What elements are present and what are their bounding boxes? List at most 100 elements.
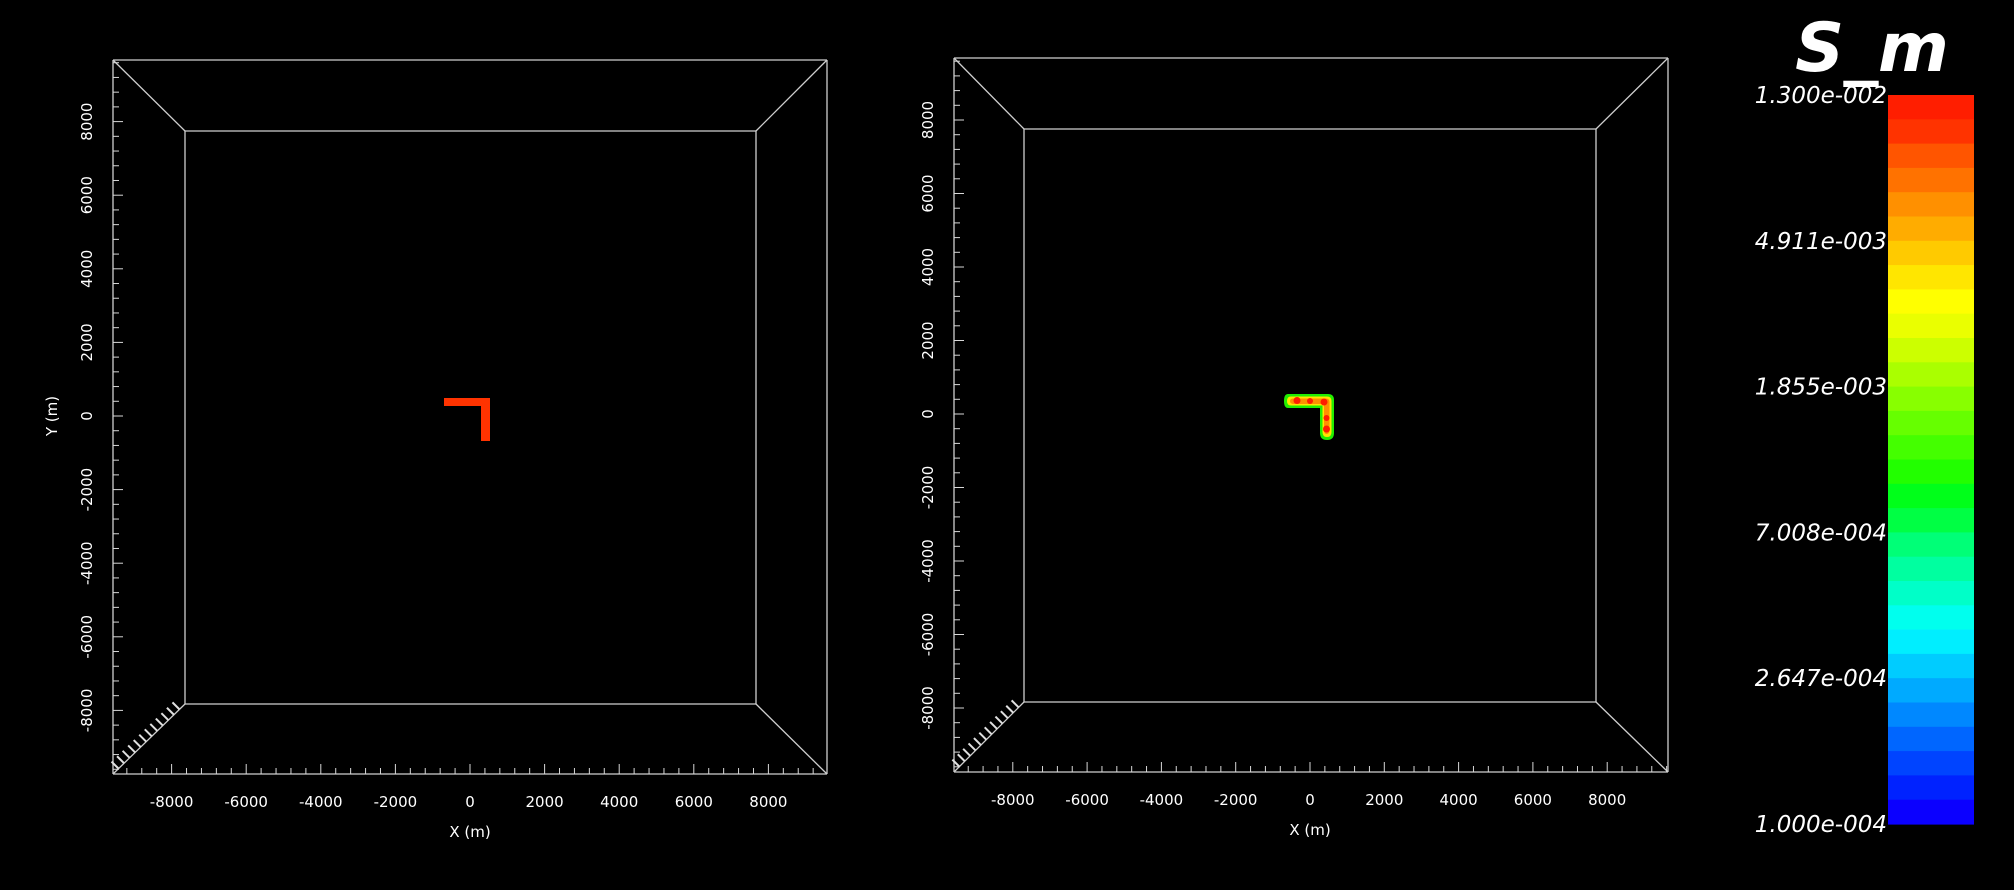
left-x-axis-title: X (m): [449, 823, 490, 841]
y-tick-label: -8000: [78, 689, 96, 733]
x-tick-label: 6000: [1514, 791, 1552, 809]
z-tick: [138, 733, 147, 743]
colorbar-label: 1.300e-002: [1755, 83, 1887, 109]
x-tick-label: 2000: [526, 793, 564, 811]
y-tick-label: -6000: [919, 613, 937, 657]
colorbar-label: 1.855e-003: [1755, 375, 1887, 401]
z-tick: [144, 728, 153, 738]
colorbar-band: [1888, 386, 1974, 412]
right-diffused-shape: [1284, 394, 1334, 440]
z-tick: [1005, 705, 1014, 714]
left-source-shape-vertical-arm: [481, 398, 490, 441]
box-edge: [1595, 701, 1669, 773]
y-tick-label: -2000: [919, 466, 937, 510]
z-tick: [160, 712, 170, 721]
left-y-tick-labels: 8000 6000 4000 2000 0 -2000 -4000 -6000 -8000: [78, 103, 96, 733]
right-x-axis-title: X (m): [1289, 821, 1330, 839]
z-tick: [994, 715, 1004, 725]
colorbar-band: [1888, 289, 1974, 315]
z-tick: [1010, 699, 1020, 709]
y-tick-label: 4000: [919, 248, 937, 286]
colorbar-band: [1888, 216, 1974, 242]
x-tick-label: 8000: [749, 793, 787, 811]
y-tick-label: 4000: [78, 250, 96, 288]
left-y-axis-title: Y (m): [43, 396, 61, 437]
x-tick-label: -6000: [224, 793, 268, 811]
left-bounding-box: [112, 59, 828, 775]
y-tick-label: 0: [919, 409, 937, 419]
colorbar-band: [1888, 143, 1974, 169]
z-tick: [983, 726, 993, 736]
colorbar-label: 1.000e-004: [1755, 812, 1887, 838]
y-tick-label: 0: [78, 411, 96, 421]
right-shape-hotspot: [1307, 398, 1313, 404]
colorbar-band: [1888, 629, 1974, 655]
z-tick: [127, 744, 136, 754]
z-tick: [1000, 710, 1009, 719]
colorbar-band: [1888, 508, 1974, 533]
colorbar-band: [1888, 556, 1974, 582]
colorbar-band: [1888, 581, 1974, 606]
right-shape-hotspot: [1323, 415, 1330, 421]
right-panel: -8000 -6000 -4000 -2000 0 2000 4000 6000 8000 80…: [919, 57, 1669, 839]
x-tick-label: -8000: [150, 793, 194, 811]
colorbar-band: [1888, 751, 1974, 776]
x-tick-label: -2000: [374, 793, 418, 811]
colorbar-band: [1888, 435, 1974, 461]
x-tick-label: -6000: [1065, 791, 1109, 809]
right-shape-hotspot: [1320, 398, 1328, 406]
x-tick-label: 0: [1305, 791, 1315, 809]
y-tick-label: 2000: [919, 321, 937, 359]
z-tick: [116, 755, 125, 764]
right-minor-ticks: [951, 60, 1668, 772]
y-tick-label: -2000: [78, 468, 96, 512]
colorbar-band: [1888, 653, 1974, 679]
colorbar-band: [1888, 678, 1974, 704]
colorbar-band: [1888, 726, 1974, 752]
z-tick: [957, 753, 966, 762]
z-tick: [978, 731, 988, 741]
z-tick: [989, 721, 998, 730]
colorbar-bands: [1888, 95, 1974, 825]
z-tick: [155, 717, 164, 727]
colorbar-band: [1888, 775, 1974, 801]
right-shape-hotspot: [1293, 397, 1301, 404]
colorbar-label: 7.008e-004: [1755, 520, 1887, 546]
colorbar-band: [1888, 192, 1974, 218]
colorbar-band: [1888, 240, 1974, 266]
left-panel: -8000 -6000 -4000 -2000 0 2000 4000 6000 8000 80…: [43, 59, 828, 841]
colorbar-title: S_m: [1795, 9, 1949, 88]
y-tick-label: 6000: [919, 174, 937, 212]
colorbar-band: [1888, 119, 1974, 145]
z-tick: [166, 707, 175, 716]
box-edge: [755, 703, 828, 775]
colorbar-band: [1888, 483, 1974, 509]
z-tick: [132, 739, 142, 748]
colorbar-band: [1888, 702, 1974, 728]
y-tick-label: 8000: [78, 103, 96, 141]
colorbar-band: [1888, 459, 1974, 485]
x-tick-label: 0: [465, 793, 475, 811]
colorbar-labels: 1.300e-002 4.911e-003 1.855e-003 7.008e-004…: [1755, 83, 1887, 838]
z-tick: [110, 760, 120, 770]
box-edge: [953, 57, 1025, 130]
y-tick-label: -4000: [78, 541, 96, 585]
right-bounding-box: [953, 57, 1669, 773]
y-tick-label: -4000: [919, 539, 937, 583]
x-tick-label: -8000: [991, 791, 1035, 809]
left-source-shape: [444, 398, 490, 441]
x-tick-label: 2000: [1365, 791, 1403, 809]
y-tick-label: 6000: [78, 176, 96, 214]
colorbar-band: [1888, 799, 1974, 825]
x-tick-label: 8000: [1588, 791, 1626, 809]
left-minor-ticks: [110, 62, 814, 774]
x-tick-label: 6000: [675, 793, 713, 811]
box-edge: [953, 701, 1025, 773]
y-tick-label: -8000: [919, 686, 937, 730]
colorbar-band: [1888, 265, 1974, 290]
right-x-tick-labels: -8000 -6000 -4000 -2000 0 2000 4000 6000 8000: [991, 791, 1626, 809]
colorbar-band: [1888, 410, 1974, 436]
box-edge: [1595, 57, 1669, 130]
